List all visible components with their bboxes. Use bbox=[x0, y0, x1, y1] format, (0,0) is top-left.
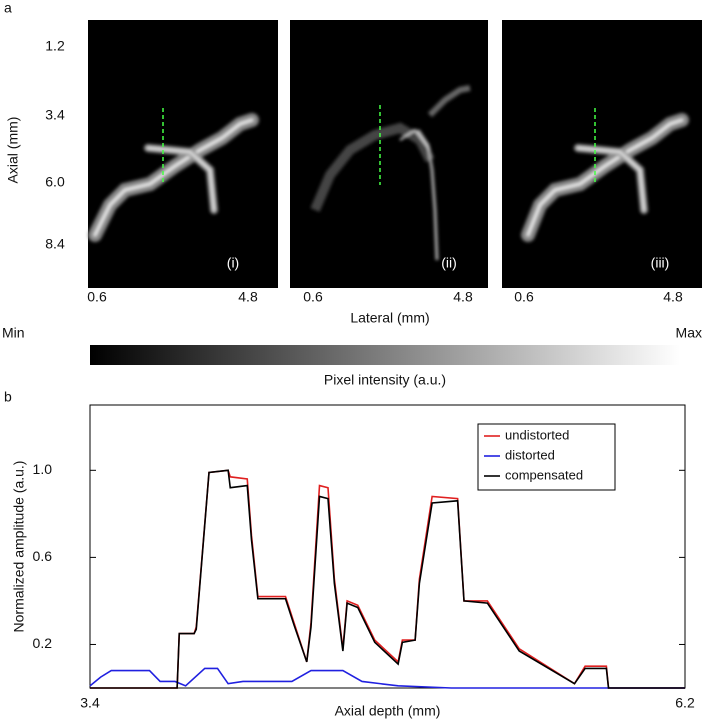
panel-label: (iii) bbox=[651, 255, 670, 271]
legend-label: undistorted bbox=[505, 427, 569, 442]
x-tick-label: 3.4 bbox=[80, 695, 100, 711]
lateral-tick-label: 0.6 bbox=[303, 289, 323, 305]
image-panel bbox=[88, 20, 278, 288]
lateral-tick-label: 4.8 bbox=[663, 289, 683, 305]
series-line bbox=[90, 469, 685, 689]
x-tick-label: 6.2 bbox=[675, 695, 695, 711]
axial-label: Axial (mm) bbox=[5, 117, 21, 184]
y-axis-label: Normalized amplitude (a.u.) bbox=[11, 461, 27, 633]
panel-letter: b bbox=[4, 389, 12, 405]
lateral-tick-label: 0.6 bbox=[87, 289, 107, 305]
plot: 0.2 0.6 1.0 3.4 6.2 Axial depth (mm) Normalize… bbox=[11, 404, 695, 719]
plot-frame bbox=[89, 404, 686, 689]
lateral-tick-label: 4.8 bbox=[453, 289, 473, 305]
axial-tick-label: 3.4 bbox=[45, 107, 65, 123]
colorbar bbox=[90, 345, 680, 365]
panel-label: (ii) bbox=[441, 255, 457, 271]
legend-label: compensated bbox=[505, 467, 583, 482]
series-line bbox=[89, 667, 685, 689]
image-panel bbox=[290, 20, 488, 288]
panel-label: (i) bbox=[227, 255, 239, 271]
colorbar-label: Pixel intensity (a.u.) bbox=[324, 372, 446, 388]
axial-tick-label: 1.2 bbox=[45, 38, 65, 54]
x-axis-label: Axial depth (mm) bbox=[335, 703, 441, 719]
y-tick-label: 1.0 bbox=[33, 461, 53, 477]
legend-label: distorted bbox=[505, 447, 555, 462]
y-tick-label: 0.6 bbox=[33, 548, 53, 564]
series-line bbox=[90, 469, 685, 689]
axial-tick-label: 8.4 bbox=[45, 236, 65, 252]
panel-letter: a bbox=[4, 0, 12, 16]
colorbar-min: Min bbox=[2, 325, 25, 341]
axial-tick-label: 6.0 bbox=[45, 174, 65, 190]
lateral-tick-label: 4.8 bbox=[238, 289, 258, 305]
image-panel bbox=[502, 20, 702, 288]
lateral-tick-label: 0.6 bbox=[514, 289, 534, 305]
colorbar-max: Max bbox=[676, 325, 702, 341]
lateral-label: Lateral (mm) bbox=[350, 310, 429, 326]
y-tick-label: 0.2 bbox=[33, 635, 53, 651]
legend-box bbox=[477, 423, 616, 491]
